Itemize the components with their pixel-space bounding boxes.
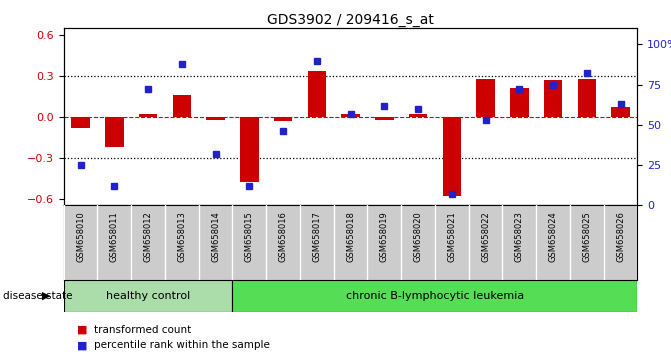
Bar [64,280,232,312]
Text: GSM658023: GSM658023 [515,211,524,262]
Text: ■: ■ [77,340,88,350]
Text: GSM658016: GSM658016 [278,211,288,262]
Bar [105,117,123,147]
Text: chronic B-lymphocytic leukemia: chronic B-lymphocytic leukemia [346,291,524,301]
Text: GSM658019: GSM658019 [380,211,389,262]
Text: transformed count: transformed count [94,325,191,335]
Text: ■: ■ [77,325,88,335]
Bar [307,70,326,117]
Text: disease state: disease state [3,291,73,301]
Text: GSM658021: GSM658021 [448,211,456,262]
Bar [71,117,90,128]
Bar [172,95,191,117]
Text: GSM658022: GSM658022 [481,211,490,262]
Text: GSM658015: GSM658015 [245,211,254,262]
Bar [139,114,158,117]
Text: GSM658017: GSM658017 [312,211,321,262]
Bar [611,107,630,117]
Text: GSM658010: GSM658010 [76,211,85,262]
Text: GSM658011: GSM658011 [110,211,119,262]
Bar [240,117,258,182]
Bar [342,114,360,117]
Text: GSM658025: GSM658025 [582,211,591,262]
Text: percentile rank within the sample: percentile rank within the sample [94,340,270,350]
Bar [232,280,637,312]
Text: GSM658014: GSM658014 [211,211,220,262]
Text: healthy control: healthy control [106,291,191,301]
Bar [274,117,293,121]
Bar [544,80,562,117]
Text: GSM658012: GSM658012 [144,211,152,262]
Bar [578,79,596,117]
Text: GSM658018: GSM658018 [346,211,355,262]
Bar [206,117,225,120]
Bar [409,114,427,117]
Text: ▶: ▶ [42,291,50,301]
Text: GSM658020: GSM658020 [413,211,423,262]
Title: GDS3902 / 209416_s_at: GDS3902 / 209416_s_at [267,13,434,27]
Text: GSM658013: GSM658013 [177,211,187,262]
Bar [443,117,461,196]
Bar [510,88,529,117]
Bar [375,117,394,120]
Text: GSM658024: GSM658024 [549,211,558,262]
Text: GSM658026: GSM658026 [616,211,625,262]
Bar [476,79,495,117]
